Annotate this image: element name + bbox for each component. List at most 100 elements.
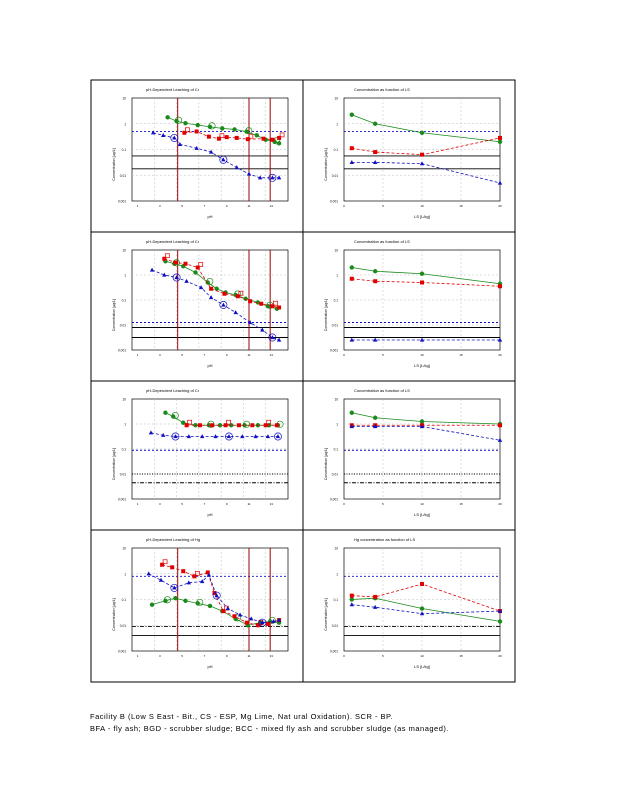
y-tick-label: 0.1 [122,598,127,602]
y-axis-label: Concentration [µg/L] [324,148,328,180]
y-tick-label: 1 [336,572,338,576]
y-tick-label: 10 [122,97,126,101]
data-point-blue [234,165,239,170]
data-point-green-open [171,411,179,420]
y-tick-label: 0.1 [334,148,339,152]
data-point-green [217,423,223,428]
data-point-red [250,423,255,428]
chart-row2-right: 10 1 0.1 0.01 0.001 0 5 10 15 20 Concentration as … [324,239,503,368]
data-point-red [170,565,175,570]
x-tick-label: 7 [204,353,206,357]
y-axis-label: Concentration [µg/L] [112,299,116,331]
data-point-blue [265,434,271,439]
x-tick-label: 7 [204,204,206,208]
x-axis-label: pH [207,664,212,669]
x-tick-label: 10 [420,204,424,208]
y-tick-label: 0.001 [118,200,126,204]
panel-frame-r2-right [302,231,516,382]
data-point-blue [349,602,354,607]
y-tick-label: 0.001 [330,498,338,502]
data-point-green [373,121,378,126]
data-point-blue [419,424,425,429]
data-point-red [195,265,200,270]
panel-title: Hg concentration as function of LS [354,537,415,542]
data-point-red-open [266,419,272,425]
data-point-blue [206,572,212,577]
data-point-blue [198,285,204,290]
panel-title: pH-Dependent Leaching of Hg [146,537,200,542]
data-point-blue [200,434,205,439]
data-point-red [420,152,424,157]
data-point-blue [213,434,218,439]
x-tick-label: 5 [181,502,183,506]
y-tick-label: 0.1 [122,448,127,452]
data-point-red [194,129,199,134]
data-point-blue [161,432,166,437]
data-point-blue [200,579,205,584]
x-tick-label: 13 [270,654,274,658]
data-point-blue [373,159,378,164]
data-point-green [497,139,503,144]
x-tick-label: 13 [270,502,274,506]
data-point-blue [150,130,156,135]
data-point-green [419,606,425,611]
y-tick-label: 0.01 [332,473,338,477]
data-point-blue [270,335,275,340]
y-tick-label: 0.001 [118,349,126,353]
x-tick-label: 20 [498,502,502,506]
data-point-blue [419,611,425,616]
data-point-blue [497,437,503,442]
x-tick-label: 9 [226,204,228,208]
data-point-green [193,270,198,275]
data-point-blue [276,175,282,180]
series-line-blue [351,161,501,184]
x-tick-label: 15 [459,204,463,208]
y-tick-label: 0.01 [332,624,338,628]
data-point-green [254,133,259,138]
data-point-blue-open [274,432,282,441]
data-point-green [165,115,170,120]
y-tick-label: 0.01 [120,624,126,628]
data-point-red [223,423,228,428]
data-point-blue [158,577,164,582]
panel-frame-r4-left [90,529,304,683]
data-point-blue [208,295,214,300]
data-point-blue [373,337,378,342]
data-point-blue-open [170,133,179,142]
data-point-green [349,265,354,270]
data-point-red [373,150,378,155]
data-point-red [349,276,354,281]
data-point-green [349,597,354,602]
data-point-blue [249,616,254,621]
y-tick-label: 0.01 [120,473,126,477]
data-point-red [248,299,253,304]
data-point-red [244,620,249,625]
data-point-blue [349,337,354,342]
data-point-red [263,423,268,428]
y-tick-label: 0.1 [334,598,339,602]
data-point-blue [260,327,265,332]
data-point-blue [260,620,265,625]
data-point-blue [497,337,503,342]
data-point-red [277,135,282,140]
series-line-green [351,114,501,143]
data-point-blue [233,310,238,315]
data-point-red [261,136,266,141]
data-point-blue [226,434,232,439]
data-point-blue-open [224,432,233,441]
y-tick-label: 0.001 [330,650,338,654]
data-point-blue-open [212,591,221,600]
data-point-red [270,304,275,309]
y-tick-label: 10 [122,398,126,402]
y-tick-label: 1 [336,274,338,278]
chart-row1-right: 10 1 0.1 0.01 0.001 0 5 10 15 20 Concentration as … [324,87,503,219]
data-point-green [207,603,213,609]
data-point-red-open [198,262,204,267]
x-tick-label: 3 [159,204,161,208]
data-point-blue [174,275,179,280]
x-axis-label: LS [L/kg] [414,664,430,669]
chart-row3-right: 10 1 0.1 0.01 0.001 0 5 10 15 20 Concentration as … [324,388,503,517]
figure-caption-line-2: BFA - fly ash; BGD - scrubber sludge; BC… [90,724,449,733]
